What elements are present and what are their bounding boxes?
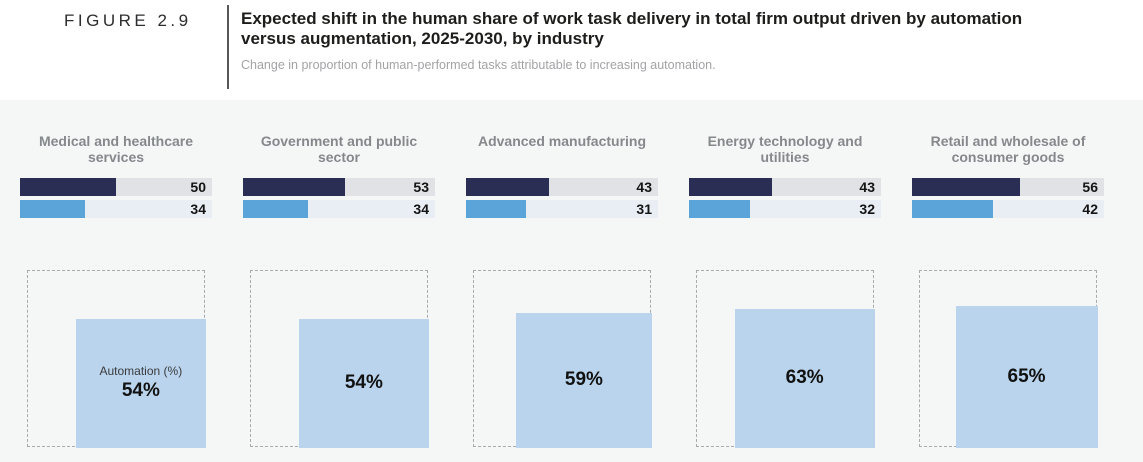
figure-title: Expected shift in the human share of wor… — [241, 9, 1023, 48]
blue-bar-fill — [912, 200, 993, 218]
industry-label: Medical and healthcare services — [38, 133, 194, 165]
navy-bar-value: 53 — [413, 179, 429, 195]
industry-column: Government and public sector 53 34 54% — [243, 133, 435, 448]
industry-columns: Medical and healthcare services 50 34 Au… — [20, 133, 1123, 448]
automation-pct: 65% — [1007, 365, 1046, 387]
automation-pct: 59% — [564, 369, 603, 391]
figure-number: FIGURE 2.9 — [64, 11, 192, 30]
automation-square-label: Automation (%) — [99, 364, 183, 379]
blue-bar-track: 31 — [466, 200, 658, 218]
navy-bar-track: 43 — [689, 178, 881, 196]
navy-bar-value: 56 — [1082, 179, 1098, 195]
blue-bar-value: 32 — [859, 201, 875, 217]
automation-box: 59% — [473, 270, 652, 448]
blue-bar-fill — [466, 200, 526, 218]
figure-header: FIGURE 2.9 Expected shift in the human s… — [0, 0, 1143, 100]
industry-column: Energy technology and utilities 43 32 63… — [689, 133, 881, 448]
navy-bar-fill — [912, 178, 1020, 196]
navy-bar-value: 43 — [859, 179, 875, 195]
automation-square: 65% — [955, 306, 1098, 448]
blue-bar-fill — [20, 200, 86, 218]
automation-square: 54% — [299, 318, 429, 448]
automation-box: 54% — [250, 270, 429, 448]
blue-bar-value: 34 — [190, 201, 206, 217]
header-divider — [227, 5, 229, 89]
automation-square: 63% — [734, 308, 875, 448]
automation-box: 63% — [696, 270, 875, 448]
navy-bar-fill — [466, 178, 549, 196]
industry-label: Energy technology and utilities — [707, 133, 863, 165]
automation-pct: 63% — [785, 367, 824, 389]
navy-bar-fill — [20, 178, 116, 196]
blue-bar-track: 34 — [243, 200, 435, 218]
industry-column: Retail and wholesale of consumer goods 5… — [912, 133, 1104, 448]
automation-square: Automation (%) 54% — [76, 318, 206, 448]
blue-bar-fill — [689, 200, 751, 218]
automation-box: 65% — [919, 270, 1098, 448]
blue-bar-track: 34 — [20, 200, 212, 218]
industry-column: Advanced manufacturing 43 31 59% — [466, 133, 658, 448]
automation-pct: 54% — [121, 380, 160, 402]
blue-bar-track: 42 — [912, 200, 1104, 218]
navy-bar-track: 43 — [466, 178, 658, 196]
title-block: Expected shift in the human share of wor… — [241, 9, 1121, 72]
blue-bar-fill — [243, 200, 309, 218]
figure-subtitle: Change in proportion of human-performed … — [241, 58, 716, 72]
navy-bar-track: 50 — [20, 178, 212, 196]
blue-bar-track: 32 — [689, 200, 881, 218]
industry-label: Advanced manufacturing — [477, 133, 647, 149]
automation-square: 59% — [516, 313, 652, 448]
blue-bar-value: 31 — [636, 201, 652, 217]
industry-column: Medical and healthcare services 50 34 Au… — [20, 133, 212, 448]
navy-bar-fill — [689, 178, 772, 196]
blue-bar-value: 42 — [1082, 201, 1098, 217]
navy-bar-track: 53 — [243, 178, 435, 196]
industry-label: Retail and wholesale of consumer goods — [930, 133, 1086, 165]
navy-bar-value: 50 — [190, 179, 206, 195]
navy-bar-fill — [243, 178, 345, 196]
blue-bar-value: 34 — [413, 201, 429, 217]
navy-bar-value: 43 — [636, 179, 652, 195]
navy-bar-track: 56 — [912, 178, 1104, 196]
industry-label: Government and public sector — [260, 133, 418, 165]
chart-panel: Medical and healthcare services 50 34 Au… — [0, 100, 1143, 462]
automation-pct: 54% — [344, 372, 383, 394]
automation-box: Automation (%) 54% — [27, 270, 206, 448]
